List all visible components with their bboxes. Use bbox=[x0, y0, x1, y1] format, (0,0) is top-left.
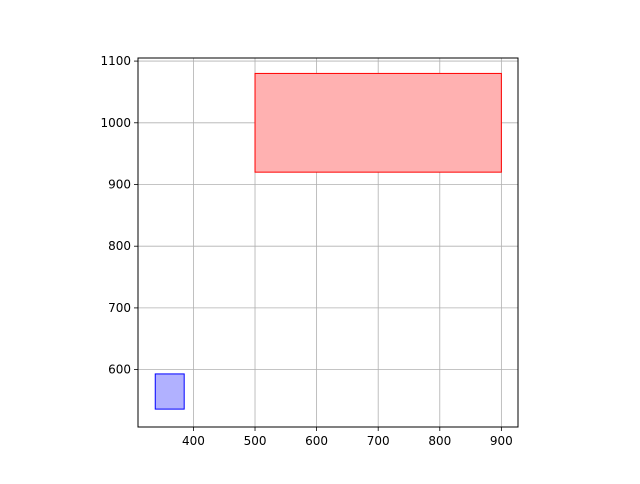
x-tick-label: 700 bbox=[367, 434, 390, 448]
y-tick-label: 1000 bbox=[100, 116, 131, 130]
y-tick-label: 900 bbox=[108, 177, 131, 191]
x-tick-label: 800 bbox=[428, 434, 451, 448]
x-tick-label: 900 bbox=[490, 434, 513, 448]
plot-frame bbox=[137, 57, 519, 428]
y-tick-label: 600 bbox=[108, 363, 131, 377]
y-tick-label: 800 bbox=[108, 239, 131, 253]
data-rectangles bbox=[154, 72, 502, 410]
axis-ticks: 400 500 600 700 800 900 600 700 800 900 1000 1100 bbox=[100, 54, 512, 448]
x-tick-label: 400 bbox=[182, 434, 205, 448]
x-tick-label: 500 bbox=[244, 434, 267, 448]
data-rectangle-1 bbox=[254, 72, 502, 173]
data-rectangle-2 bbox=[154, 373, 185, 410]
x-tick-label: 600 bbox=[305, 434, 328, 448]
y-tick-label: 1100 bbox=[100, 54, 131, 68]
y-tick-label: 700 bbox=[108, 301, 131, 315]
